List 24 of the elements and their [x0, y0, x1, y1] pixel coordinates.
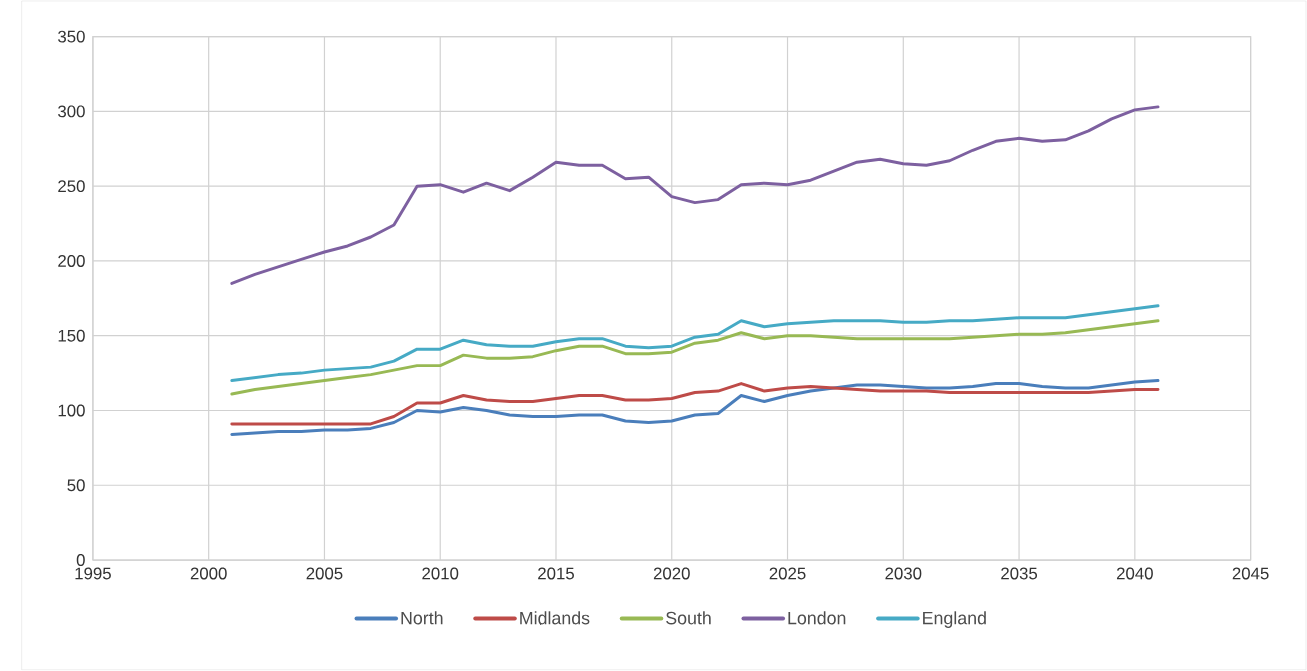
x-tick-label: 2005 [306, 567, 343, 580]
y-tick-label: 0 [76, 554, 85, 567]
legend-label: Midlands [520, 611, 590, 625]
legend-label: North [401, 611, 443, 625]
x-tick-label: 2040 [1116, 567, 1153, 580]
y-tick-label: 300 [58, 105, 85, 118]
legend-label: London [788, 611, 846, 625]
x-tick-label: 2000 [190, 567, 227, 580]
y-tick-label: 150 [58, 329, 85, 342]
y-tick-label: 200 [58, 255, 85, 267]
y-tick-label: 100 [58, 404, 85, 417]
x-tick-label: 2010 [422, 567, 459, 580]
x-tick-label: 2045 [1232, 567, 1269, 580]
y-tick-label: 350 [58, 30, 85, 43]
x-tick-label: 2015 [538, 567, 574, 580]
legend-label: South [666, 611, 711, 625]
x-tick-label: 2035 [1001, 567, 1038, 580]
x-tick-label: 2030 [885, 567, 922, 580]
x-tick-label: 1995 [75, 567, 111, 580]
legend-label: England [923, 611, 986, 628]
y-tick-label: 250 [58, 180, 85, 193]
x-tick-label: 2020 [653, 567, 690, 580]
x-tick-label: 2025 [769, 567, 806, 580]
y-tick-label: 50 [67, 479, 85, 492]
